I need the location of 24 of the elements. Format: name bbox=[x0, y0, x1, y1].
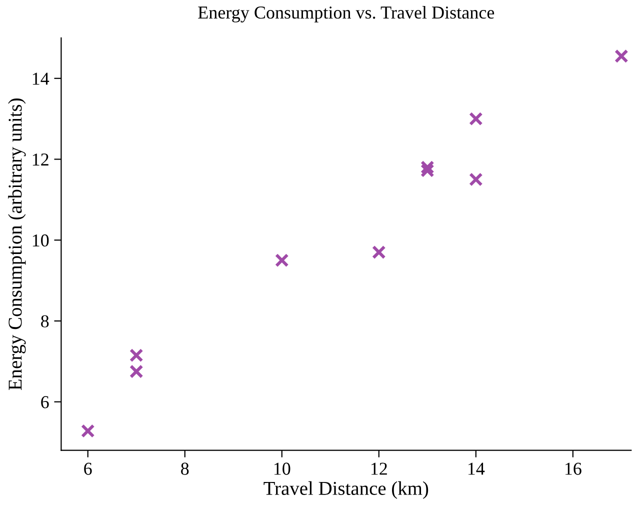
point bbox=[274, 253, 289, 268]
point bbox=[129, 348, 144, 362]
x-tick-label: 6 bbox=[84, 462, 92, 475]
point bbox=[468, 112, 483, 126]
chart-title: Energy Consumption vs. Travel Distance bbox=[198, 6, 494, 22]
y-tick-label: 6 bbox=[41, 396, 49, 408]
x-tick-label: 10 bbox=[274, 462, 290, 475]
y-tick-label: 12 bbox=[32, 154, 48, 166]
point bbox=[129, 364, 144, 378]
point bbox=[420, 160, 434, 174]
x-axis-title: Travel Distance (km) bbox=[264, 481, 428, 499]
x-tick-label: 14 bbox=[468, 462, 485, 475]
x-tick-label: 8 bbox=[181, 462, 189, 475]
point bbox=[468, 172, 483, 186]
y-tick-label: 14 bbox=[32, 72, 50, 85]
y-axis-title: Energy Consumption (arbitrary units) bbox=[8, 98, 26, 390]
point bbox=[614, 49, 628, 64]
point bbox=[372, 245, 386, 260]
x-tick-label: 16 bbox=[565, 462, 582, 475]
point bbox=[80, 424, 95, 438]
y-tick-label: 8 bbox=[41, 315, 49, 328]
y-tick-label: 10 bbox=[32, 234, 49, 247]
point bbox=[420, 164, 434, 178]
x-tick-label: 12 bbox=[371, 462, 387, 475]
